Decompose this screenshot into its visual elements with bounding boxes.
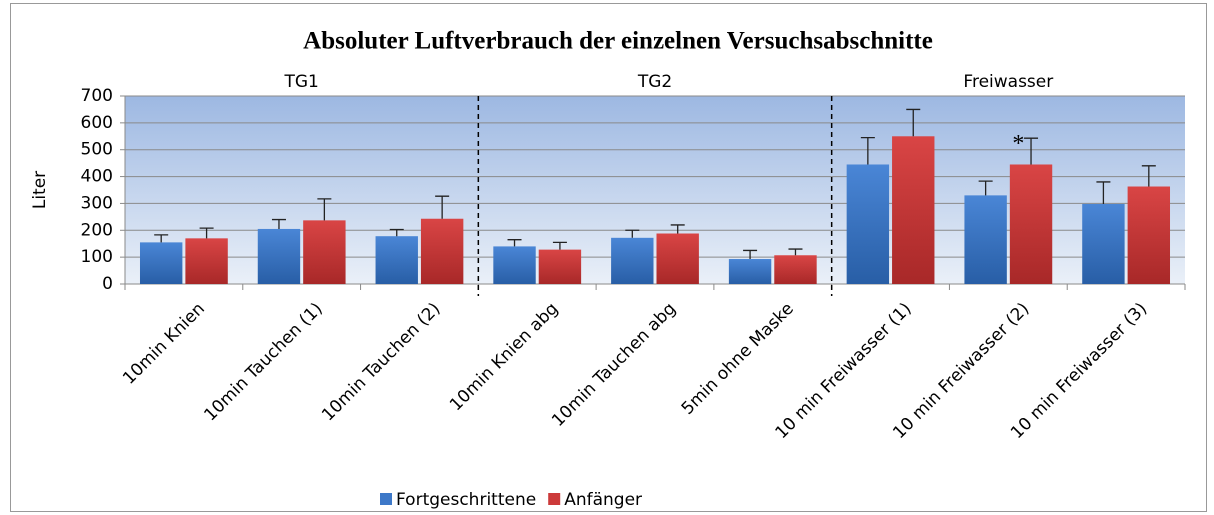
y-axis-label: Liter — [30, 171, 50, 209]
bar — [656, 233, 699, 284]
error-bar — [552, 241, 567, 250]
y-tick-label: 300 — [81, 193, 113, 213]
bar — [1009, 164, 1053, 284]
error-bar — [743, 249, 758, 260]
error-bar — [389, 228, 404, 237]
legend-label: Fortgeschrittene — [396, 490, 536, 510]
bar — [303, 220, 346, 284]
plot-area — [125, 96, 1185, 284]
bar — [964, 195, 1007, 284]
bar — [846, 164, 890, 284]
error-bar — [271, 218, 286, 229]
error-bar — [788, 248, 803, 256]
bar — [728, 259, 772, 284]
bar — [375, 236, 418, 284]
y-tick-label: 600 — [81, 113, 113, 133]
bar — [139, 242, 183, 284]
bar — [538, 249, 582, 284]
chart-title: Absoluter Luftverbrauch der einzelnen Ve… — [303, 28, 933, 55]
group-label: TG2 — [637, 72, 672, 92]
bar — [611, 237, 654, 284]
error-bar — [625, 229, 640, 238]
bar — [1082, 203, 1125, 284]
y-tick-label: 700 — [81, 86, 113, 106]
y-tick-label: 0 — [102, 274, 113, 294]
error-bar — [1096, 181, 1111, 204]
error-bar — [435, 195, 450, 219]
error-bar — [978, 180, 993, 196]
y-tick-label: 100 — [81, 247, 113, 267]
bar — [420, 218, 464, 284]
group-label: TG1 — [283, 72, 318, 92]
error-bar — [906, 108, 921, 137]
bar — [257, 228, 301, 284]
bar — [493, 246, 536, 284]
bar — [892, 136, 935, 284]
error-bar — [317, 198, 332, 221]
error-bar — [1141, 165, 1156, 187]
y-tick-label: 200 — [81, 220, 113, 240]
error-bar — [1024, 137, 1039, 165]
y-tick-label: 500 — [81, 140, 113, 160]
error-bar — [860, 136, 875, 165]
y-tick-label: 400 — [81, 167, 113, 187]
legend-swatch — [548, 493, 561, 505]
legend-label: Anfänger — [564, 490, 642, 510]
error-bar — [507, 239, 522, 247]
error-bar — [199, 227, 214, 239]
group-label: Freiwasser — [963, 72, 1053, 92]
bar — [185, 238, 228, 284]
bar — [1127, 186, 1171, 284]
error-bar — [670, 224, 685, 234]
legend-swatch — [380, 493, 392, 505]
bar — [774, 255, 817, 284]
error-bar — [154, 234, 169, 243]
annotation: * — [1012, 131, 1024, 157]
